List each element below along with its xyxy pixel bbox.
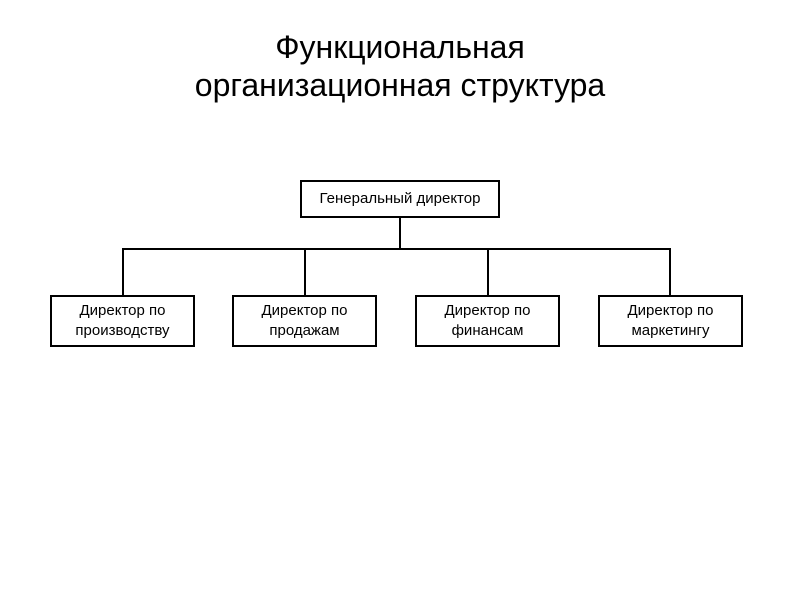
root-label: Генеральный директор xyxy=(320,189,481,209)
child-node-1: Директор по производству xyxy=(50,295,195,347)
child2-label: Директор по продажам xyxy=(262,301,348,340)
connector-root-down xyxy=(399,218,401,248)
connector-child4-drop xyxy=(669,248,671,295)
title-line1: Функциональная xyxy=(275,29,525,65)
child1-label: Директор по производству xyxy=(75,301,169,340)
child3-label: Директор по финансам xyxy=(445,301,531,340)
connector-horizontal xyxy=(122,248,671,250)
child4-label: Директор по маркетингу xyxy=(628,301,714,340)
child-node-2: Директор по продажам xyxy=(232,295,377,347)
title-line2: организационная структура xyxy=(195,67,605,103)
child-node-4: Директор по маркетингу xyxy=(598,295,743,347)
connector-child2-drop xyxy=(304,248,306,295)
connector-child3-drop xyxy=(487,248,489,295)
page-title: Функциональная организационная структура xyxy=(0,0,800,105)
child-node-3: Директор по финансам xyxy=(415,295,560,347)
connector-child1-drop xyxy=(122,248,124,295)
root-node: Генеральный директор xyxy=(300,180,500,218)
